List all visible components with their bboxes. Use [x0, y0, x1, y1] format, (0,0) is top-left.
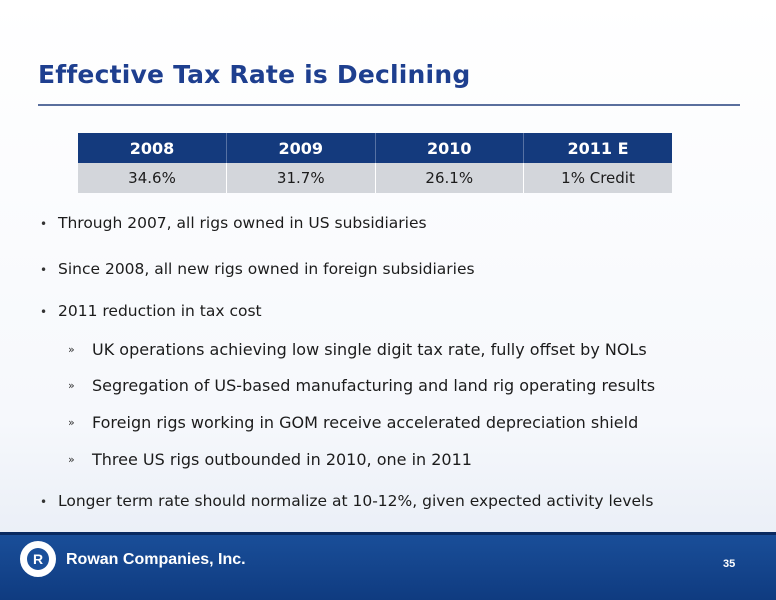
page-number: 35	[723, 558, 736, 570]
sub-bullet-item: » Foreign rigs working in GOM receive acc…	[68, 413, 638, 432]
table-row: 34.6% 31.7% 26.1% 1% Credit	[78, 163, 672, 193]
bullet-item: • Through 2007, all rigs owned in US subs…	[40, 214, 427, 232]
slide-title: Effective Tax Rate is Declining	[38, 60, 471, 89]
sub-bullet-text: Foreign rigs working in GOM receive acce…	[92, 413, 639, 432]
value-cell: 34.6%	[78, 163, 227, 193]
bullet-text: Longer term rate should normalize at 10-…	[58, 492, 654, 510]
footer-bar	[0, 532, 776, 600]
bullet-dot-icon: •	[40, 495, 48, 509]
logo-letter: R	[27, 548, 49, 570]
header-cell: 2009	[226, 133, 376, 163]
sub-bullet-item: » UK operations achieving low single digi…	[68, 340, 647, 359]
header-cell: 2008	[78, 133, 227, 163]
bullet-text: Through 2007, all rigs owned in US subsi…	[58, 214, 427, 232]
chevron-right-icon: »	[68, 453, 75, 466]
header-cell: 2010	[375, 133, 524, 163]
bullet-item: • Since 2008, all new rigs owned in forei…	[40, 260, 475, 278]
value-cell: 31.7%	[226, 163, 376, 193]
header-cell: 2011 E	[523, 133, 672, 163]
chevron-right-icon: »	[68, 379, 75, 392]
chevron-right-icon: »	[68, 416, 75, 429]
bullet-dot-icon: •	[40, 305, 48, 319]
value-cell: 26.1%	[375, 163, 524, 193]
chevron-right-icon: »	[68, 343, 75, 356]
bullet-text: 2011 reduction in tax cost	[58, 302, 262, 320]
footer-top-border	[0, 532, 776, 535]
value-cell: 1% Credit	[523, 163, 672, 193]
bullet-item: • 2011 reduction in tax cost	[40, 302, 262, 320]
bullet-dot-icon: •	[40, 217, 48, 231]
tax-rate-table: 2008 2009 2010 2011 E 34.6% 31.7% 26.1% …	[78, 133, 672, 193]
bullet-text: Since 2008, all new rigs owned in foreig…	[58, 260, 475, 278]
bullet-dot-icon: •	[40, 263, 48, 277]
sub-bullet-text: Segregation of US-based manufacturing an…	[92, 376, 656, 395]
company-name: Rowan Companies, Inc.	[66, 551, 246, 568]
bullet-item: • Longer term rate should normalize at 10…	[40, 492, 653, 510]
sub-bullet-text: Three US rigs outbounded in 2010, one in…	[92, 450, 472, 469]
table-header-row: 2008 2009 2010 2011 E	[78, 133, 672, 163]
title-divider	[38, 104, 740, 106]
sub-bullet-item: » Three US rigs outbounded in 2010, one i…	[68, 450, 472, 469]
company-logo-icon: R	[20, 541, 56, 577]
sub-bullet-text: UK operations achieving low single digit…	[92, 340, 647, 359]
sub-bullet-item: » Segregation of US-based manufacturing a…	[68, 376, 655, 395]
